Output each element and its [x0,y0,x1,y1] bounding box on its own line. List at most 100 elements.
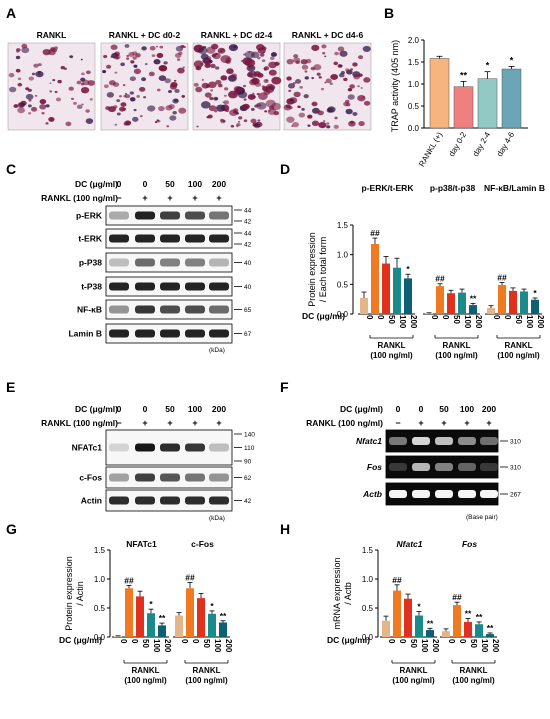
dc-tick-label: 0 [441,315,450,320]
stained-cell [212,52,221,60]
y-tick-label: 1.0 [408,80,420,89]
size-marker-label: 67 [244,331,252,338]
stained-cell [106,64,112,69]
band [109,496,129,505]
stained-cell [214,110,218,113]
significance-mark: ** [460,70,468,80]
blot-row-label: Actin [81,496,102,506]
stained-cell [173,79,177,82]
stained-cell [85,118,94,124]
unit-label: (kDa) [209,347,225,354]
dc-tick-label: 200 [536,315,545,329]
significance-mark: ## [452,592,462,602]
stained-cell [124,94,131,99]
significance-mark: ## [185,572,195,582]
stained-cell [193,60,204,68]
stained-cell [27,104,32,108]
stained-cell [102,70,107,74]
band [160,234,180,243]
significance-mark: * [510,55,514,65]
stained-cell [139,86,146,92]
stained-cell [55,97,62,102]
stained-cell [293,91,301,98]
stained-cell [263,78,269,84]
band [160,305,180,314]
stained-cell [209,96,214,101]
size-marker-label: 267 [510,492,521,499]
stained-cell [290,98,294,102]
band [389,463,407,471]
blot-row-label: NF-κB [77,305,102,315]
band [389,437,407,445]
chart-panel-H: 0.0 0.5 1.0 1.5 mRNA expression / Actb DC (μg/… [327,539,500,685]
band [185,305,205,314]
stained-cell [222,120,226,123]
group-title: c-Fos [191,539,214,549]
bar [458,292,466,314]
stained-cell [311,44,320,51]
y-tick-label: 0.0 [362,633,374,642]
stained-cell [148,71,155,77]
stained-cell [227,90,238,99]
size-marker-label: 42 [244,219,252,226]
stained-cell [129,76,136,82]
band [160,473,180,482]
stained-cell [139,115,143,118]
stained-cell [49,90,53,93]
stained-cell [114,123,118,126]
stained-cell [133,108,137,112]
stained-cell [159,45,164,49]
dc-tick-label: 0 [365,315,374,320]
bar [382,263,390,314]
stained-cell [265,99,276,108]
stained-cell [268,69,277,76]
dc-value: 200 [212,404,226,414]
dc-tick-label: 50 [409,639,418,648]
dc-tick-label: 0 [398,639,407,644]
stained-cell [210,89,214,92]
stained-cell [320,87,325,91]
stained-cell [200,101,211,109]
rankl-value: − [116,193,121,203]
stained-cell [157,88,161,92]
dc-tick-label: 50 [202,639,211,648]
stained-cell [17,107,25,114]
stained-cell [326,122,330,125]
band [458,463,476,471]
stained-cell [358,55,364,60]
band [109,258,129,267]
bar [501,68,522,129]
rankl-value: + [142,418,147,428]
x-tick-label: day 4-6 [495,130,516,158]
panel-letter-E: E [6,379,15,395]
stained-cell [262,51,265,54]
stained-cell [295,79,302,84]
stained-cell [48,116,55,122]
stained-cell [256,103,261,107]
stained-cell [247,93,256,100]
stained-cell [126,57,130,60]
stained-cell [68,86,74,91]
bar [186,588,194,637]
stained-cell [244,58,256,67]
stained-cell [247,72,254,78]
band [209,305,229,314]
stained-cell [287,83,296,89]
stained-cell [292,122,299,128]
band [109,473,129,482]
stained-cell [301,64,309,70]
stained-cell [337,46,345,52]
stained-cell [299,85,303,89]
size-marker-label: 42 [244,498,252,505]
stained-cell [348,120,356,127]
dc-value: 200 [212,179,226,189]
stained-cell [347,88,352,92]
dc-value: 50 [165,404,175,414]
stained-cell [220,75,228,81]
band [185,211,205,220]
stained-cell [133,68,142,75]
stained-cell [238,116,243,120]
size-marker-label: 310 [510,439,521,446]
y-tick-label: 1.5 [337,221,349,230]
